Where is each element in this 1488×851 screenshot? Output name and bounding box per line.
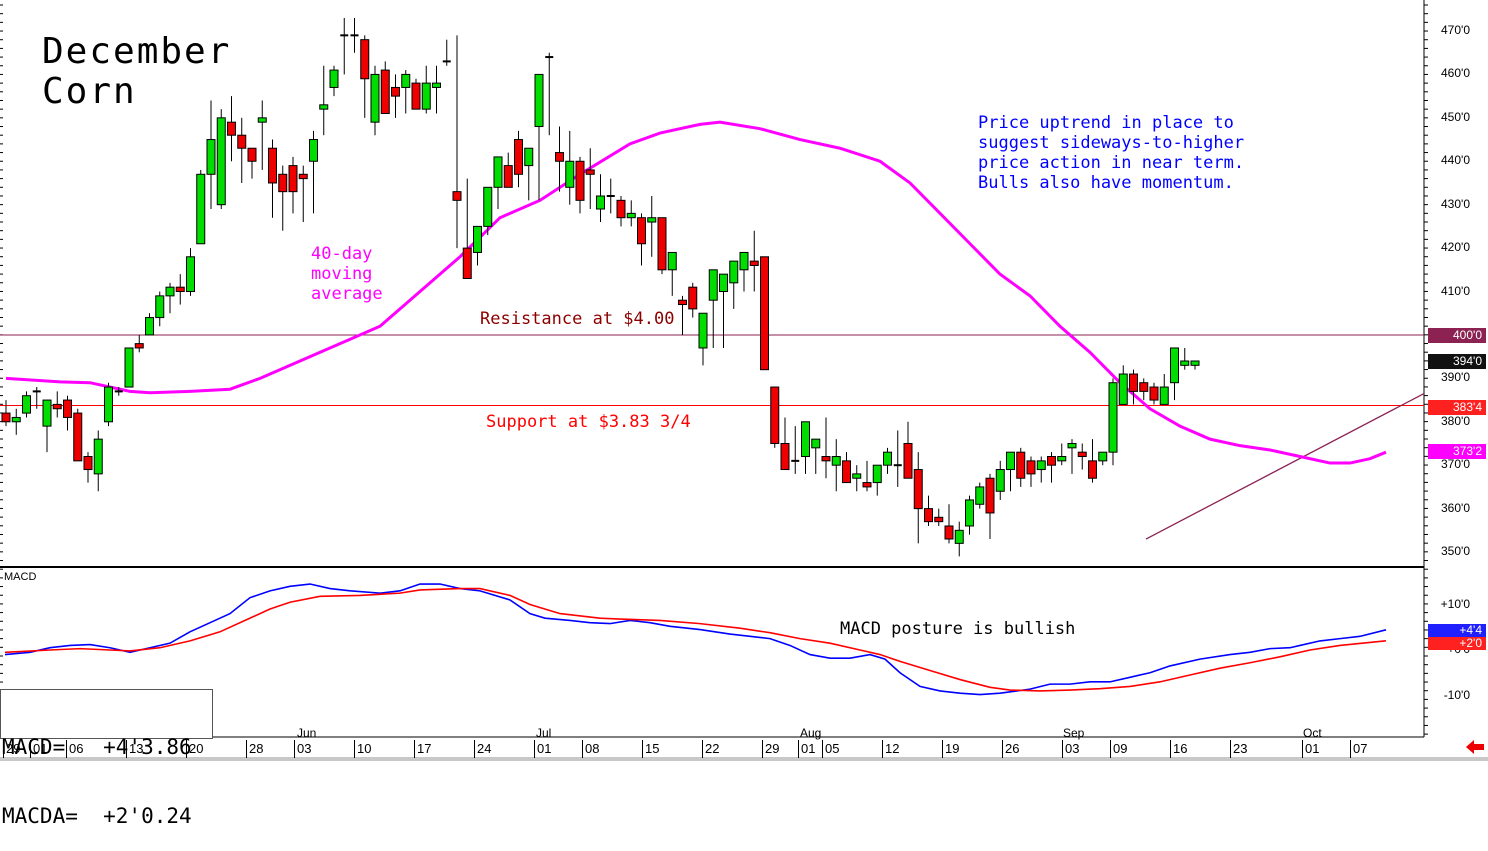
scroll-back-arrow-icon[interactable]: [1466, 740, 1484, 754]
month-label: Aug: [800, 726, 822, 740]
macd-axis-label: -10'0: [1443, 687, 1470, 702]
date-label: 19: [942, 740, 959, 758]
price-axis-label: 440'0: [1441, 153, 1470, 168]
price-tag: 400'0: [1428, 327, 1486, 343]
price-axis-label: 420'0: [1441, 240, 1470, 255]
price-axis-label: 470'0: [1441, 23, 1470, 37]
moving-average-label: 40-day moving average: [311, 244, 383, 304]
date-label: 28: [246, 740, 263, 758]
macd-tag: +2'0: [1428, 637, 1486, 650]
commentary-label: Price uptrend in place to suggest sidewa…: [978, 113, 1245, 193]
date-label: 13: [126, 740, 143, 758]
date-label: 01: [30, 740, 47, 758]
date-label: 08: [582, 740, 599, 758]
date-label: 22: [702, 740, 719, 758]
date-label: 24: [474, 740, 491, 758]
price-tag: 373'2: [1428, 444, 1486, 460]
price-axis-label: 450'0: [1441, 109, 1470, 124]
chart-title: December Corn: [42, 31, 232, 112]
date-label: 01: [534, 740, 551, 758]
macd-comment-label: MACD posture is bullish: [840, 619, 1076, 639]
date-label: 06: [66, 740, 83, 758]
date-label: 29: [762, 740, 779, 758]
price-axis-label: 410'0: [1441, 283, 1470, 298]
price-axis-label: 390'0: [1441, 370, 1470, 385]
date-label: 26: [1002, 740, 1019, 758]
uptrend-line: [1145, 392, 1425, 540]
date-label: 10: [354, 740, 371, 758]
month-label: Jul: [536, 726, 552, 740]
macd-tag: +4'4: [1428, 624, 1486, 637]
macd-readout: MACD= +4'3.86: [2, 735, 192, 759]
date-label: 15: [642, 740, 659, 758]
macd-panel-label: MACD: [4, 571, 37, 583]
moving-average-line: [5, 120, 1387, 465]
price-tag: 383'4: [1428, 399, 1486, 415]
date-label: 23: [1230, 740, 1247, 758]
month-label: Jun: [297, 726, 317, 740]
date-label: 03: [1062, 740, 1079, 758]
date-label: 17: [414, 740, 431, 758]
macd-axis-label: +10'0: [1440, 596, 1470, 611]
price-axis-label: 370'0: [1441, 457, 1470, 472]
date-label: 29: [3, 740, 20, 758]
price-axis-label: 460'0: [1441, 66, 1470, 81]
macd-readout-box: MACD= +4'3.86 MACDA= +2'0.24: [0, 689, 213, 828]
macd-lines: [4, 583, 1387, 696]
price-axis-label: 430'0: [1441, 196, 1470, 211]
month-label: Sep: [1063, 726, 1085, 740]
date-label: 09: [1110, 740, 1127, 758]
support-label: Support at $3.83 3/4: [486, 412, 691, 432]
date-label: 03: [294, 740, 311, 758]
price-axis-label: 380'0: [1441, 413, 1470, 428]
date-label: 20: [186, 740, 203, 758]
date-label: 07: [1350, 740, 1367, 758]
axis-ticks: [0, 4, 1428, 735]
candlesticks: [1, 17, 1200, 557]
date-label: 01: [798, 740, 815, 758]
date-label: 16: [1170, 740, 1187, 758]
macda-readout: MACDA= +2'0.24: [2, 804, 192, 828]
date-label: 12: [882, 740, 899, 758]
resistance-label: Resistance at $4.00: [480, 309, 675, 329]
price-axis-label: 360'0: [1441, 500, 1470, 515]
corn-price-chart: [0, 0, 1488, 761]
date-label: 01: [1302, 740, 1319, 758]
date-label: 05: [822, 740, 839, 758]
price-axis-label: 350'0: [1441, 544, 1470, 559]
price-tag: 394'0: [1428, 353, 1486, 369]
support-resistance-lines: [0, 334, 1424, 406]
month-label: Oct: [1303, 726, 1322, 740]
